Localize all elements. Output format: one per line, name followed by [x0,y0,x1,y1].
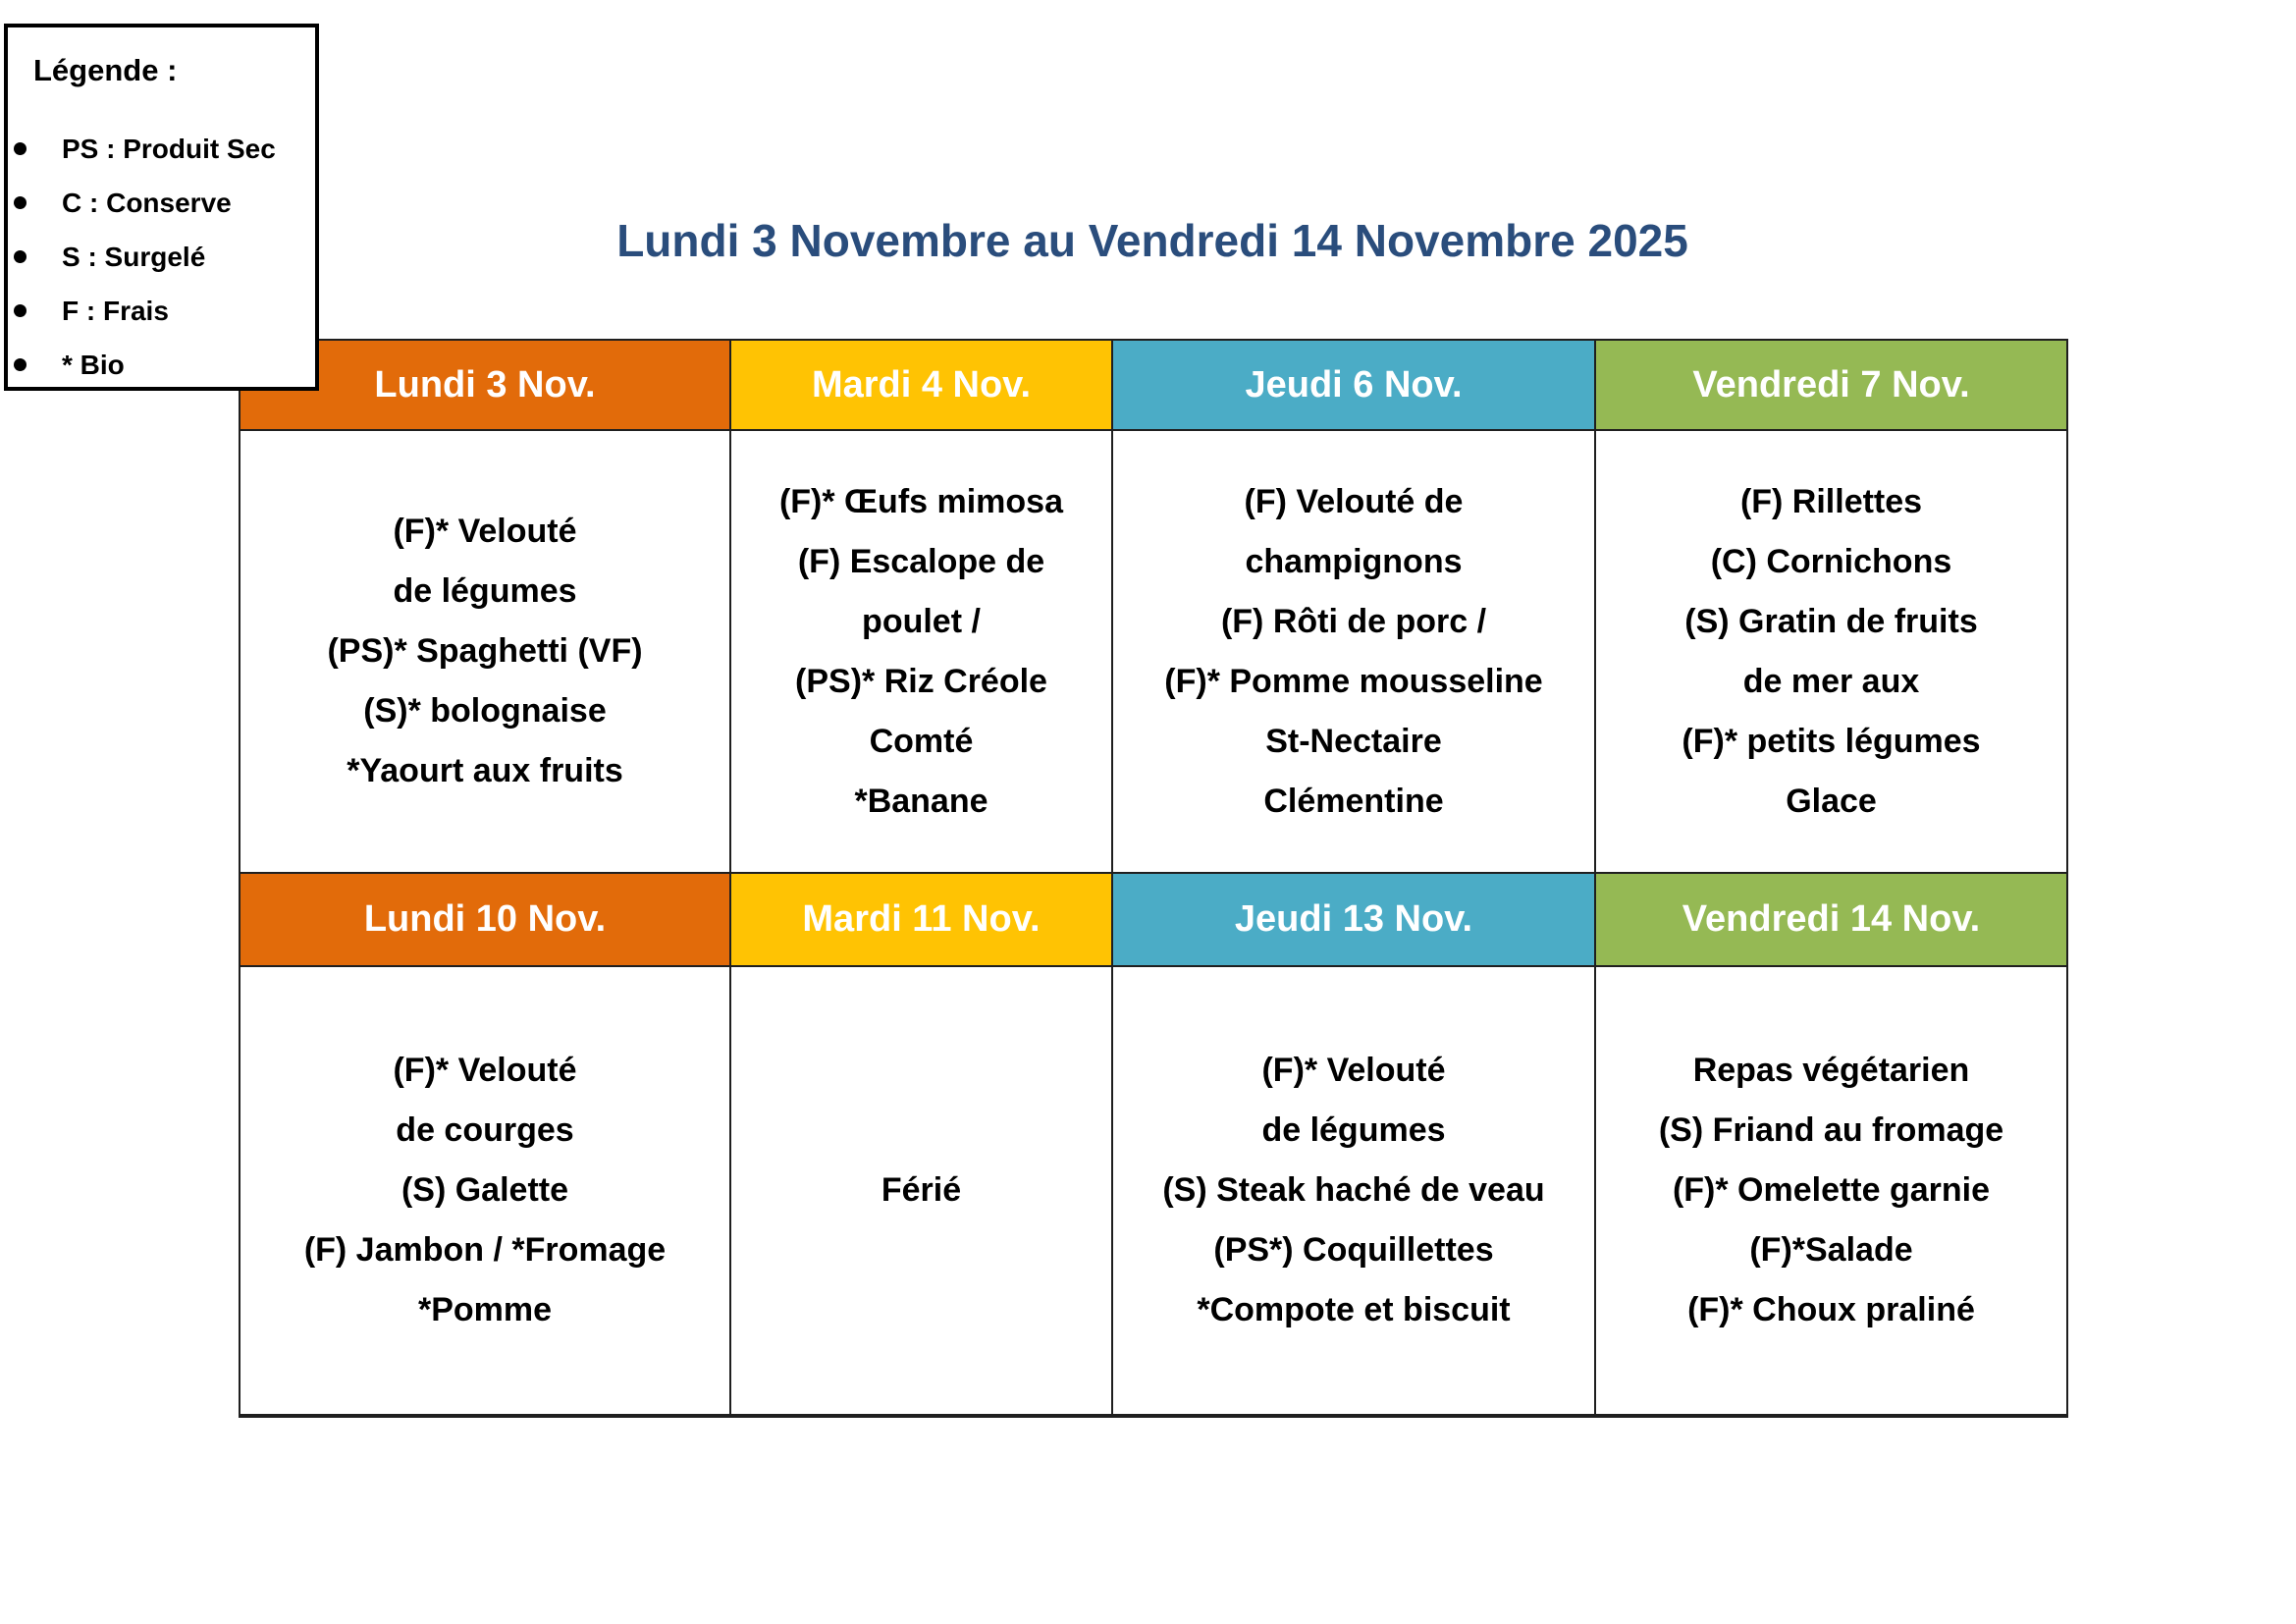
menu-item-line: *Banane [854,782,988,820]
menu-item-line: (F)* Pomme mousseline [1164,662,1543,700]
legend-item-label: * Bio [62,349,125,380]
legend-title: Légende : [33,53,178,87]
bullet-icon [14,142,27,155]
menu-item-line: St-Nectaire [1265,722,1442,760]
legend-item: * Bio [8,338,315,392]
menu-cell: (F) Rillettes (C) Cornichons (S) Gratin de… [1596,431,2068,874]
day-header: Lundi 10 Nov. [240,874,731,967]
menu-item-line: de légumes [1261,1111,1446,1149]
page-title: Lundi 3 Novembre au Vendredi 14 Novembre… [616,215,1688,266]
menu-cell: (F)* Velouté de courges (S) Galette (F) Jam… [240,967,731,1416]
menu-item-line: *Pomme [417,1291,553,1328]
menu-item-line: (F) Velouté de [1244,482,1464,520]
menu-item-line: (S) Galette [400,1171,569,1209]
legend-item-label: F : Frais [62,295,169,326]
menu-cell: (F) Velouté de champignons (F) Rôti de por… [1113,431,1596,874]
legend-item: PS : Produit Sec [8,122,315,176]
menu-item-line: Clémentine [1263,782,1444,820]
menu-item-line: Repas végétarien [1692,1052,1970,1089]
menu-item-line: (F) Jambon / *Fromage [303,1231,667,1269]
menu-item-line: Glace [1786,782,1877,820]
day-header: Vendredi 7 Nov. [1596,341,2068,431]
menu-item-line: (F)*Salade [1749,1231,1913,1269]
legend-item: C : Conserve [8,176,315,230]
menu-cell: Repas végétarien (S) Friand au fromage (F)… [1596,967,2068,1416]
menu-item-line: (F)* Œufs mimosa [778,482,1064,520]
menu-cell: (F)* Velouté de légumes (S) Steak haché de… [1113,967,1596,1416]
menu-item-line: de courges [396,1111,574,1149]
day-header: Vendredi 14 Nov. [1596,874,2068,967]
menu-item-line: (F) Escalope de [797,542,1045,580]
bullet-icon [14,304,27,317]
menu-item-line: (F)* Velouté [1261,1052,1446,1089]
legend-list: PS : Produit Sec C : Conserve S : Surgelé F… [8,122,315,392]
bullet-icon [14,196,27,209]
menu-item-line: (F)* Velouté [393,513,577,550]
day-header: Mardi 4 Nov. [731,341,1113,431]
menu-item-line: (C) Cornichons [1710,542,1952,580]
legend-item-label: PS : Produit Sec [62,133,276,164]
legend-item: F : Frais [8,284,315,338]
menu-cell: Férié [731,967,1113,1416]
menu-item-line: (S) Friand au fromage [1658,1111,2004,1149]
menu-item-line: Comté [869,722,974,760]
menu-item-line: (F) Rillettes [1739,482,1923,520]
day-header: Lundi 3 Nov. [240,341,731,431]
menu-cell: (F)* Œufs mimosa (F) Escalope de poulet / (… [731,431,1113,874]
legend-item-label: S : Surgelé [62,241,206,272]
menu-item-line: (F) Rôti de porc / [1220,602,1487,640]
menu-item-line: poulet / [862,602,981,640]
menu-item-line: (F)* Omelette garnie [1672,1171,1991,1209]
legend-box: Légende : PS : Produit Sec C : Conserve S … [4,24,319,391]
menu-cell: (F)* Velouté de légumes (PS)* Spaghetti (V… [240,431,731,874]
day-header: Jeudi 6 Nov. [1113,341,1596,431]
menu-item-line: (F)* Velouté [393,1052,577,1089]
menu-item-line: (F)* petits légumes [1682,722,1981,760]
bullet-icon [14,358,27,371]
menu-item-line: *Compote et biscuit [1197,1291,1511,1328]
day-header: Jeudi 13 Nov. [1113,874,1596,967]
bullet-icon [14,250,27,263]
menu-item-line: de mer aux [1742,662,1920,700]
menu-item-line: Férié [881,1171,962,1209]
menu-item-line: (PS*) Coquillettes [1213,1231,1494,1269]
menu-item-line: de légumes [393,572,577,610]
menu-item-line: champignons [1245,542,1463,580]
menu-item-line: (S) Steak haché de veau [1162,1171,1545,1209]
menu-item-line: *Yaourt aux fruits [347,752,623,789]
menu-item-line: (S) Gratin de fruits [1684,602,1978,640]
menu-item-line: (PS)* Riz Créole [795,662,1047,700]
menu-item-line: (F)* Choux praliné [1687,1291,1975,1328]
legend-item-label: C : Conserve [62,187,232,218]
day-header: Mardi 11 Nov. [731,874,1113,967]
menu-item-line: (S)* bolognaise [363,692,607,730]
legend-item: S : Surgelé [8,230,315,284]
menu-table: Lundi 3 Nov. Mardi 4 Nov. Jeudi 6 Nov. Vend… [239,339,2068,1418]
menu-item-line: (PS)* Spaghetti (VF) [327,632,643,670]
